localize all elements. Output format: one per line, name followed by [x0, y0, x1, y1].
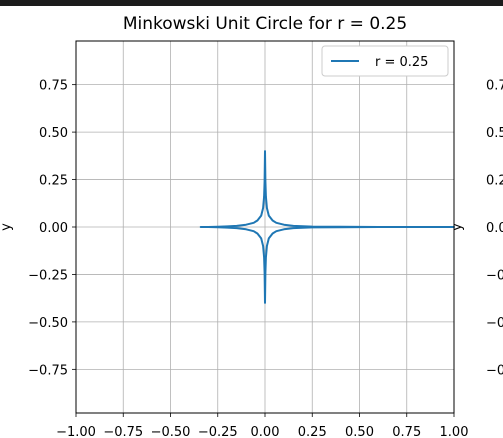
x-tick-label: 0.50 [345, 425, 374, 438]
legend: r = 0.25 [321, 45, 449, 77]
y-tick-label: 0.00 [39, 221, 68, 236]
legend-label: r = 0.25 [375, 55, 428, 70]
x-tick-label: −0.75 [103, 425, 143, 438]
y-tick-label: −0.75 [28, 363, 68, 378]
series-line [199, 150, 455, 304]
y-tick-label: −0.25 [28, 268, 68, 283]
chart-title: Minkowski Unit Circle for r = 0.25 [123, 14, 407, 34]
right-panel-y-tick-label: 0.0 [486, 221, 503, 236]
x-tick-label: 0.00 [251, 425, 280, 438]
y-tick-label: −0.50 [28, 316, 68, 331]
right-panel-y-axis-label: y [450, 223, 465, 231]
y-tick-label: 0.50 [39, 126, 68, 141]
plot-lines [199, 150, 455, 304]
window-top-bar [0, 0, 503, 6]
x-tick-label: 0.25 [298, 425, 327, 438]
right-panel-y-tick-label: 0.5 [486, 126, 503, 141]
x-tick-label: −0.50 [151, 425, 191, 438]
right-panel-y-tick-label: 0.7 [486, 79, 503, 94]
x-tick-label: 1.00 [440, 425, 469, 438]
x-tick-label: −0.25 [198, 425, 238, 438]
right-panel-y-tick-label: −0.5 [486, 316, 503, 331]
x-tick-label: 0.75 [392, 425, 421, 438]
legend-box [321, 45, 449, 77]
right-panel-y-tick-label: −0.2 [486, 268, 503, 283]
x-tick-label: −1.00 [56, 425, 96, 438]
y-tick-label: 0.25 [39, 174, 68, 189]
right-panel-y-tick-label: −0.7 [486, 363, 503, 378]
y-axis-ticks: 0.75 0.50 0.25 0.00 −0.25 −0.50 −0.75 [28, 79, 76, 378]
right-panel-y-tick-label: 0.2 [486, 174, 503, 189]
right-panel-partial: 0.7 0.5 0.2 0.0 −0.2 −0.5 −0.7 y [450, 79, 503, 379]
y-axis-label: y [0, 223, 14, 231]
y-tick-label: 0.75 [39, 79, 68, 94]
x-axis-ticks: −1.00 −0.75 −0.50 −0.25 0.00 0.25 0.50 0.75 1.00 [56, 413, 468, 438]
